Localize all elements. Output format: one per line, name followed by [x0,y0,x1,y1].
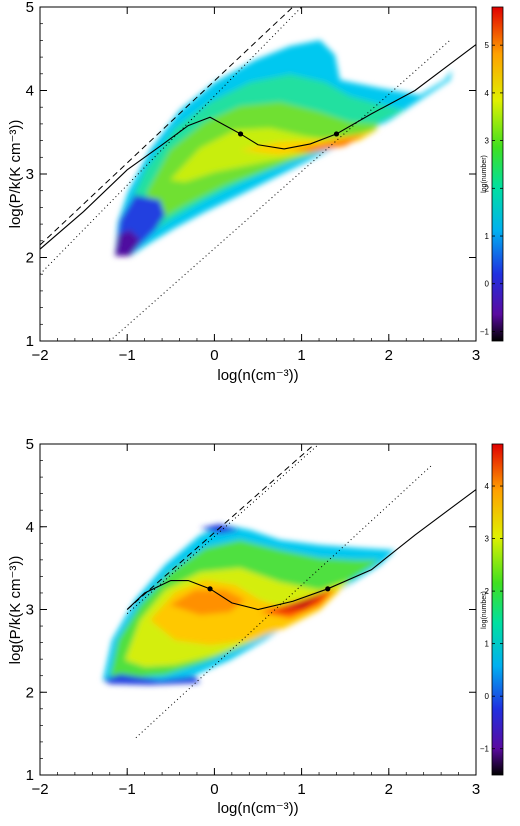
x-axis-label-bottom: log(n(cm⁻³)) [217,800,298,817]
equilibrium-curve [126,489,476,611]
colorbar-label-top: log(number) [481,155,488,193]
panel-bottom: −2 −1 0 1 2 3 1 2 3 4 5 log(n(cm⁻³)) log(P/k(K cm⁻… [7,436,504,817]
equilibrium-curve-bottom [126,489,476,611]
colorbar-tick-label: 0 [485,692,490,701]
x-axis-label-top: log(n(cm⁻³)) [217,367,298,384]
colorbar-tick-label: 1 [485,640,490,649]
x-tick-label: −2 [31,347,48,364]
x-tick-label: −1 [119,781,136,798]
dotted-reference-line [126,444,320,615]
axis-ticks-bottom: −2 −1 0 1 2 3 1 2 3 4 5 [26,436,481,798]
curve-marker [207,586,213,592]
y-tick-label: 5 [26,0,34,16]
y-tick-label: 2 [26,684,34,701]
colorbar-top [491,6,504,342]
x-tick-label: 0 [210,347,218,364]
x-tick-label: 3 [472,347,480,364]
y-tick-label: 1 [26,333,34,350]
y-tick-label: 4 [26,83,34,100]
dashed-reference-line [126,444,316,610]
x-tick-label: 2 [385,781,393,798]
x-tick-label: −2 [31,781,48,798]
colorbar-bottom [491,443,504,776]
density-heatmap-bottom [103,524,395,685]
colorbar-tick-label: 2 [485,587,490,596]
curve-marker [333,131,340,137]
colorbar-tick-label: −1 [480,327,490,336]
y-tick-label: 5 [26,436,34,453]
colorbar-ticks-bottom: −1 0 1 2 3 4 [480,482,503,754]
panel-top: −2 −1 0 1 2 3 1 2 3 4 5 log(n(cm⁻³)) log(P/k(K cm⁻… [7,0,504,384]
density-heatmap-top [115,40,452,256]
reference-lines-top [40,7,451,341]
y-tick-label: 4 [26,519,34,536]
reference-lines-bottom [126,444,433,739]
y-axis-label-bottom: log(P/k(K cm⁻³)) [7,556,24,665]
colorbar-tick-label: 3 [485,535,490,544]
colorbar-tick-label: 4 [485,89,490,98]
y-tick-label: 3 [26,602,34,619]
x-tick-label: −1 [119,347,136,364]
colorbar-ticks-top: −1 0 1 2 3 4 5 [480,41,503,336]
axis-ticks-top: −2 −1 0 1 2 3 1 2 3 4 5 [26,0,481,364]
x-tick-label: 3 [472,781,480,798]
dashed-reference-line [40,7,294,246]
colorbar-tick-label: 2 [485,184,490,193]
x-tick-label: 1 [297,347,305,364]
colorbar-tick-label: 1 [485,232,490,241]
x-tick-label: 0 [210,781,218,798]
curve-marker [325,586,331,592]
colorbar-tick-label: 3 [485,137,490,146]
equilibrium-curve [40,44,476,250]
y-tick-label: 2 [26,250,34,267]
y-tick-label: 3 [26,166,34,183]
x-tick-label: 2 [385,347,393,364]
colorbar-tick-label: 0 [485,280,490,289]
colorbar-tick-label: −1 [480,745,490,754]
colorbar-tick-label: 4 [485,482,490,491]
equilibrium-curve-top [40,44,476,250]
x-tick-label: 1 [297,781,305,798]
y-axis-label-top: log(P/k(K cm⁻³)) [7,120,24,229]
curve-marker [237,131,244,137]
y-tick-label: 1 [26,767,34,784]
colorbar-label-bottom: log(number) [481,591,488,629]
colorbar-tick-label: 5 [485,41,490,50]
